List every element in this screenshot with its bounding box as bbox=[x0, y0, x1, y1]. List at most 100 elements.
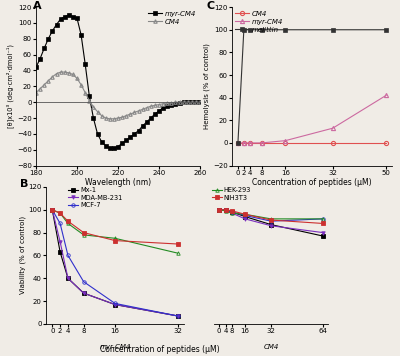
Mx-1 bbox=[58, 250, 62, 254]
Y-axis label: [θ]x10³ (deg·cm²·dmol⁻¹): [θ]x10³ (deg·cm²·dmol⁻¹) bbox=[6, 44, 14, 128]
myr-CM4 bbox=[283, 138, 288, 143]
MDA-MB-231 bbox=[58, 240, 62, 244]
HEK-293 bbox=[81, 233, 86, 237]
Legend: HEK-293, NIH3T3: HEK-293, NIH3T3 bbox=[212, 188, 251, 201]
Legend: Mx-1, MDA-MB-231, MCF-7: Mx-1, MDA-MB-231, MCF-7 bbox=[68, 188, 123, 208]
CM4 bbox=[259, 141, 264, 145]
myr-CM4 bbox=[185, 100, 190, 104]
CM4 bbox=[95, 110, 100, 114]
CM4 bbox=[38, 87, 42, 91]
CM4 bbox=[236, 141, 240, 145]
CM4 bbox=[116, 116, 120, 120]
myr-CM4 bbox=[247, 141, 252, 145]
myr-CM4 bbox=[384, 93, 388, 98]
myr-CM4 bbox=[103, 143, 108, 148]
CM4 bbox=[120, 115, 124, 119]
Legend: CM4, myr-CM4, melittin: CM4, myr-CM4, melittin bbox=[236, 11, 284, 33]
MCF-7 bbox=[50, 208, 55, 212]
MCF-7 bbox=[81, 279, 86, 284]
CM4 bbox=[169, 101, 174, 105]
HEK-293 bbox=[58, 211, 62, 215]
CM4 bbox=[157, 103, 162, 107]
CM4 bbox=[79, 83, 84, 87]
CM4 bbox=[54, 72, 59, 76]
myr-CM4 bbox=[91, 116, 96, 120]
CM4 bbox=[66, 71, 71, 75]
Text: A: A bbox=[33, 1, 41, 11]
HEK-293 bbox=[113, 236, 118, 240]
Text: myr-CM4: myr-CM4 bbox=[99, 344, 131, 350]
myr-CM4 bbox=[70, 15, 75, 19]
NIH3T3 bbox=[113, 239, 118, 243]
CM4 bbox=[148, 104, 153, 108]
CM4 bbox=[185, 100, 190, 104]
myr-CM4 bbox=[124, 138, 129, 142]
melittin bbox=[384, 28, 388, 32]
MCF-7 bbox=[113, 301, 118, 305]
melittin bbox=[283, 28, 288, 32]
myr-CM4 bbox=[173, 101, 178, 106]
CM4 bbox=[62, 70, 67, 74]
Text: B: B bbox=[20, 179, 28, 189]
MDA-MB-231 bbox=[175, 314, 180, 318]
myr-CM4 bbox=[62, 15, 67, 19]
CM4 bbox=[165, 101, 170, 105]
myr-CM4 bbox=[190, 100, 194, 104]
NIH3T3 bbox=[81, 230, 86, 235]
myr-CM4 bbox=[58, 17, 63, 21]
melittin bbox=[259, 28, 264, 32]
CM4 bbox=[87, 99, 92, 103]
myr-CM4 bbox=[112, 146, 116, 150]
myr-CM4 bbox=[136, 129, 141, 133]
myr-CM4 bbox=[66, 13, 71, 17]
MDA-MB-231 bbox=[81, 291, 86, 295]
CM4 bbox=[50, 75, 55, 79]
melittin bbox=[236, 141, 240, 145]
CM4 bbox=[112, 117, 116, 121]
melittin bbox=[330, 28, 335, 32]
CM4 bbox=[124, 114, 129, 118]
myr-CM4 bbox=[42, 46, 47, 51]
myr-CM4 bbox=[50, 29, 55, 33]
CM4 bbox=[99, 114, 104, 118]
myr-CM4 bbox=[46, 37, 51, 41]
myr-CM4 bbox=[120, 141, 124, 146]
Text: Concentration of peptides (μM): Concentration of peptides (μM) bbox=[100, 345, 220, 354]
myr-CM4 bbox=[165, 104, 170, 108]
CM4 bbox=[161, 101, 166, 106]
myr-CM4 bbox=[181, 100, 186, 104]
myr-CM4 bbox=[38, 57, 42, 61]
melittin bbox=[247, 28, 252, 32]
CM4 bbox=[42, 83, 47, 87]
CM4 bbox=[83, 90, 88, 95]
myr-CM4 bbox=[79, 33, 84, 37]
Line: Mx-1: Mx-1 bbox=[50, 208, 180, 318]
CM4 bbox=[140, 107, 145, 111]
NIH3T3 bbox=[66, 219, 70, 223]
CM4 bbox=[384, 141, 388, 145]
myr-CM4 bbox=[144, 120, 149, 124]
CM4 bbox=[46, 79, 51, 83]
myr-CM4 bbox=[140, 124, 145, 128]
CM4 bbox=[132, 110, 137, 115]
CM4 bbox=[91, 105, 96, 109]
NIH3T3 bbox=[50, 208, 55, 212]
Line: MCF-7: MCF-7 bbox=[50, 208, 180, 318]
myr-CM4 bbox=[198, 100, 202, 104]
CM4 bbox=[108, 117, 112, 121]
Line: myr-CM4: myr-CM4 bbox=[34, 14, 202, 150]
myr-CM4 bbox=[83, 62, 88, 66]
myr-CM4 bbox=[99, 140, 104, 144]
myr-CM4 bbox=[236, 141, 240, 145]
X-axis label: Wavelength (nm): Wavelength (nm) bbox=[85, 178, 151, 188]
CM4 bbox=[70, 72, 75, 77]
myr-CM4 bbox=[34, 65, 38, 69]
NIH3T3 bbox=[175, 242, 180, 246]
Line: CM4: CM4 bbox=[34, 70, 202, 121]
MDA-MB-231 bbox=[113, 302, 118, 307]
Line: melittin: melittin bbox=[236, 28, 388, 145]
melittin bbox=[242, 28, 246, 32]
Line: HEK-293: HEK-293 bbox=[50, 208, 180, 255]
myr-CM4 bbox=[54, 22, 59, 27]
CM4 bbox=[34, 90, 38, 95]
